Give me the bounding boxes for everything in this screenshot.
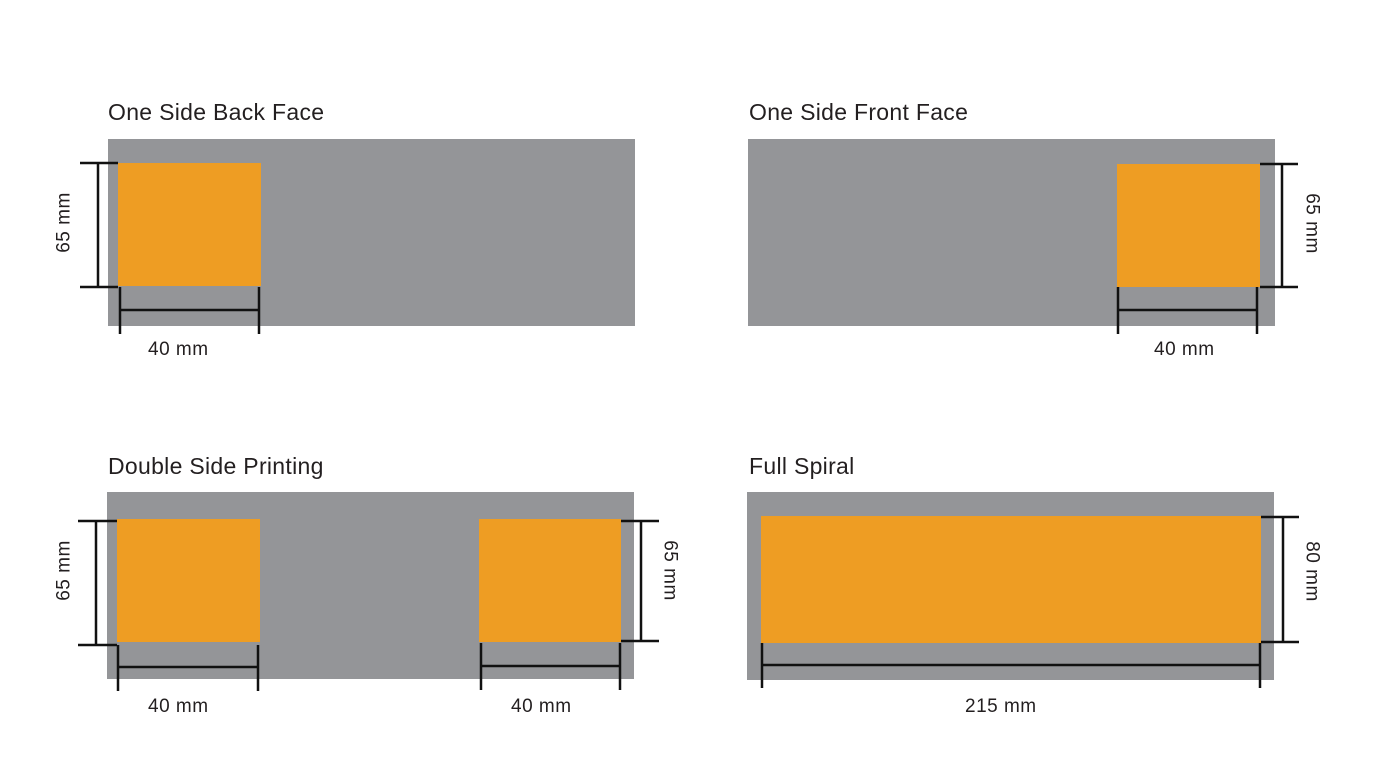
panel-title-double-side: Double Side Printing [108, 453, 324, 479]
width-dimension-full-spiral [760, 643, 1262, 688]
print-area-back-face [118, 163, 261, 286]
print-area-double-right [479, 519, 621, 642]
width-label-full-spiral: 215 mm [965, 696, 1037, 717]
width-dimension-double-right [479, 643, 622, 690]
height-label-full-spiral: 80 mm [1301, 541, 1323, 602]
panel-title-full-spiral: Full Spiral [749, 453, 855, 479]
width-label-front-face: 40 mm [1154, 339, 1215, 360]
width-label-double-right: 40 mm [511, 696, 572, 717]
width-label-double-left: 40 mm [148, 696, 209, 717]
width-dimension-back-face [118, 287, 261, 334]
height-dimension-back-face [80, 161, 118, 289]
print-area-front-face [1117, 164, 1260, 287]
width-dimension-front-face [1116, 287, 1259, 334]
height-label-double-left: 65 mm [53, 540, 75, 601]
print-area-full-spiral [761, 516, 1261, 643]
width-label-back-face: 40 mm [148, 339, 209, 360]
panel-title-back-face: One Side Back Face [108, 99, 325, 125]
height-label-front-face: 65 mm [1301, 193, 1323, 254]
height-label-double-right: 65 mm [659, 540, 681, 601]
height-label-back-face: 65 mm [53, 192, 75, 253]
print-area-double-left [117, 519, 260, 642]
height-dimension-double-right [621, 519, 659, 643]
panel-title-front-face: One Side Front Face [749, 99, 969, 125]
height-dimension-front-face [1260, 162, 1298, 289]
width-dimension-double-left [116, 645, 260, 691]
height-dimension-full-spiral [1261, 515, 1299, 644]
height-dimension-double-left [78, 519, 117, 647]
